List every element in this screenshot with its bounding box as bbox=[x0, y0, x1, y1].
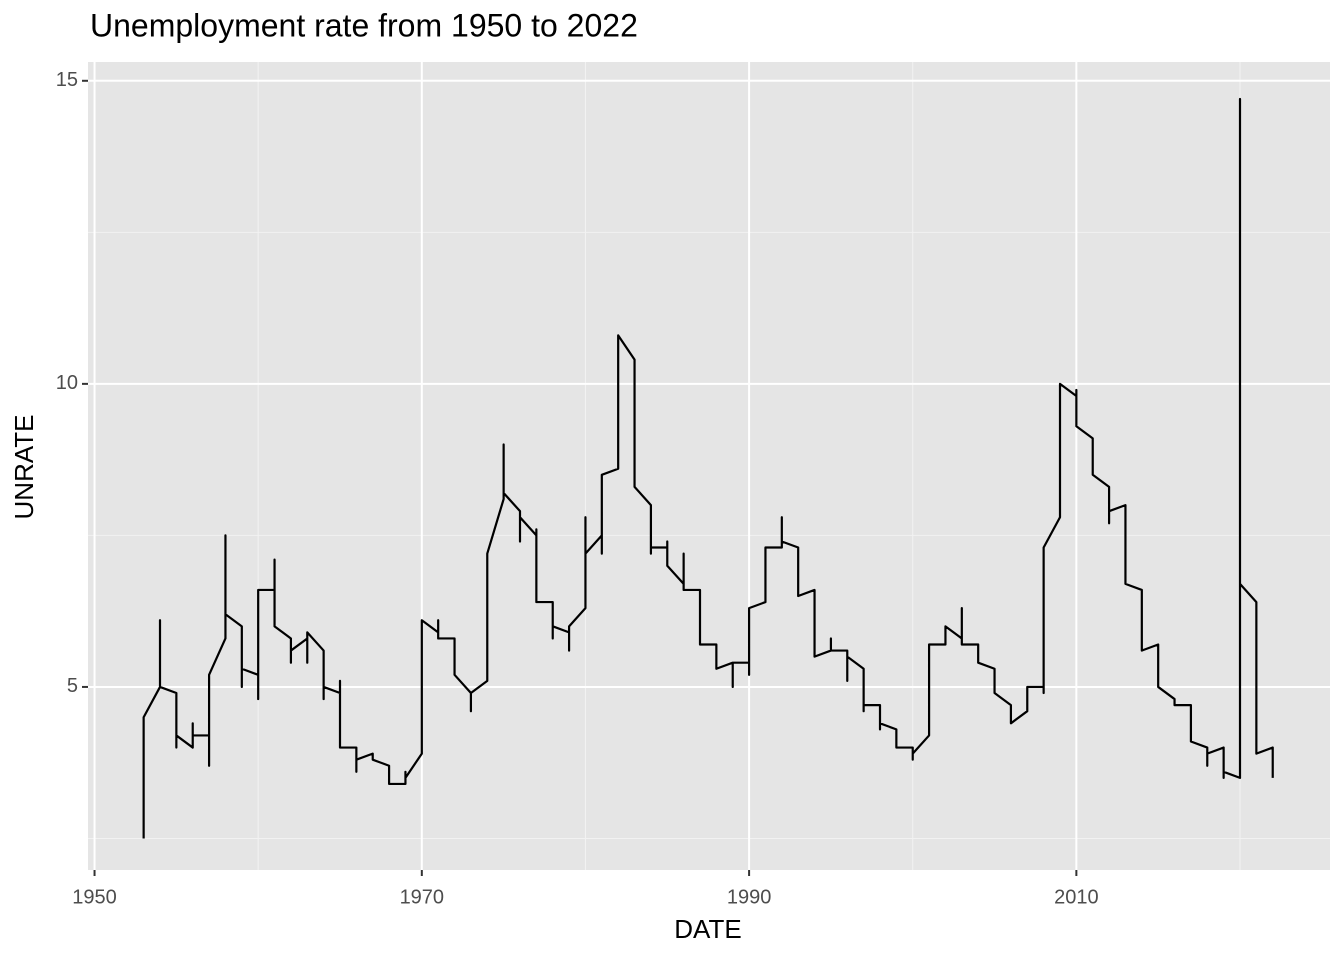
data-line bbox=[142, 97, 1274, 839]
x-tick-label: 2010 bbox=[1054, 886, 1099, 908]
y-axis-label: UNRATE bbox=[9, 415, 39, 520]
marks bbox=[142, 97, 1274, 839]
x-axis-label: DATE bbox=[674, 914, 741, 944]
y-tick-label: 5 bbox=[67, 675, 78, 697]
y-tick-label: 10 bbox=[56, 372, 78, 394]
panel bbox=[88, 62, 1330, 870]
grid bbox=[88, 62, 1330, 870]
x-tick-label: 1950 bbox=[72, 886, 117, 908]
x-tick-label: 1970 bbox=[400, 886, 445, 908]
y-tick-label: 15 bbox=[56, 69, 78, 91]
chart-title: Unemployment rate from 1950 to 2022 bbox=[90, 7, 638, 43]
x-tick-label: 1990 bbox=[727, 886, 772, 908]
